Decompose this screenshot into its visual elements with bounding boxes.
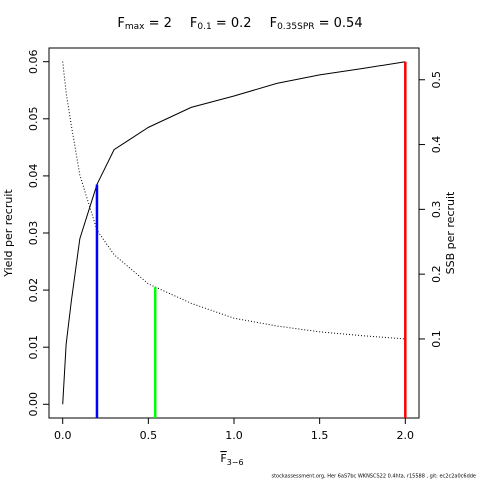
title-subscript: 0.1 xyxy=(197,22,211,32)
curve xyxy=(62,61,406,340)
y-tick-label: 0.01 xyxy=(27,335,40,360)
title-value: = 2 xyxy=(144,16,171,31)
y-tick-label: 0.06 xyxy=(27,49,40,74)
title-subscript: max xyxy=(125,22,145,32)
y2-axis-label: SSB per recruit xyxy=(444,191,457,274)
plot-box xyxy=(48,47,420,419)
x-tick-label: 2.0 xyxy=(397,429,415,442)
title-symbol: F xyxy=(270,16,277,31)
title-symbol: F xyxy=(117,16,124,31)
curve xyxy=(62,61,406,405)
x-tick-label: 0.5 xyxy=(140,429,158,442)
y2-tick-label: 0.2 xyxy=(430,265,443,283)
y-tick-label: 0.04 xyxy=(27,164,40,189)
y-tick-label: 0.02 xyxy=(27,278,40,303)
x-axis-label: F3−6 xyxy=(220,452,243,467)
x-label-symbol: F xyxy=(220,452,226,465)
title-value: = 0.54 xyxy=(315,16,363,31)
x-tick-label: 1.5 xyxy=(311,429,329,442)
y-tick-label: 0.03 xyxy=(27,221,40,246)
y-axis-label: Yield per recruit xyxy=(2,189,15,278)
y-tick-label: 0.05 xyxy=(27,107,40,131)
y-tick-label: 0.00 xyxy=(27,392,40,417)
title-subscript: 0.35SPR xyxy=(277,22,314,32)
title-value: = 0.2 xyxy=(212,16,252,31)
x-label-subscript: 3−6 xyxy=(227,458,244,467)
title-symbol: F xyxy=(190,16,197,31)
x-tick-label: 1.0 xyxy=(225,429,243,442)
y2-tick-label: 0.4 xyxy=(430,136,443,154)
footer: stockassessment.org, Her 6aS7bc WKNSCS22… xyxy=(271,474,476,480)
y2-tick-label: 0.5 xyxy=(430,71,443,89)
x-tick-label: 0.0 xyxy=(54,429,72,442)
y2-tick-label: 0.1 xyxy=(430,330,443,348)
y2-tick-label: 0.3 xyxy=(430,201,443,219)
chart-title: Fmax = 2 F0.1 = 0.2 F0.35SPR = 0.54 xyxy=(117,16,362,32)
